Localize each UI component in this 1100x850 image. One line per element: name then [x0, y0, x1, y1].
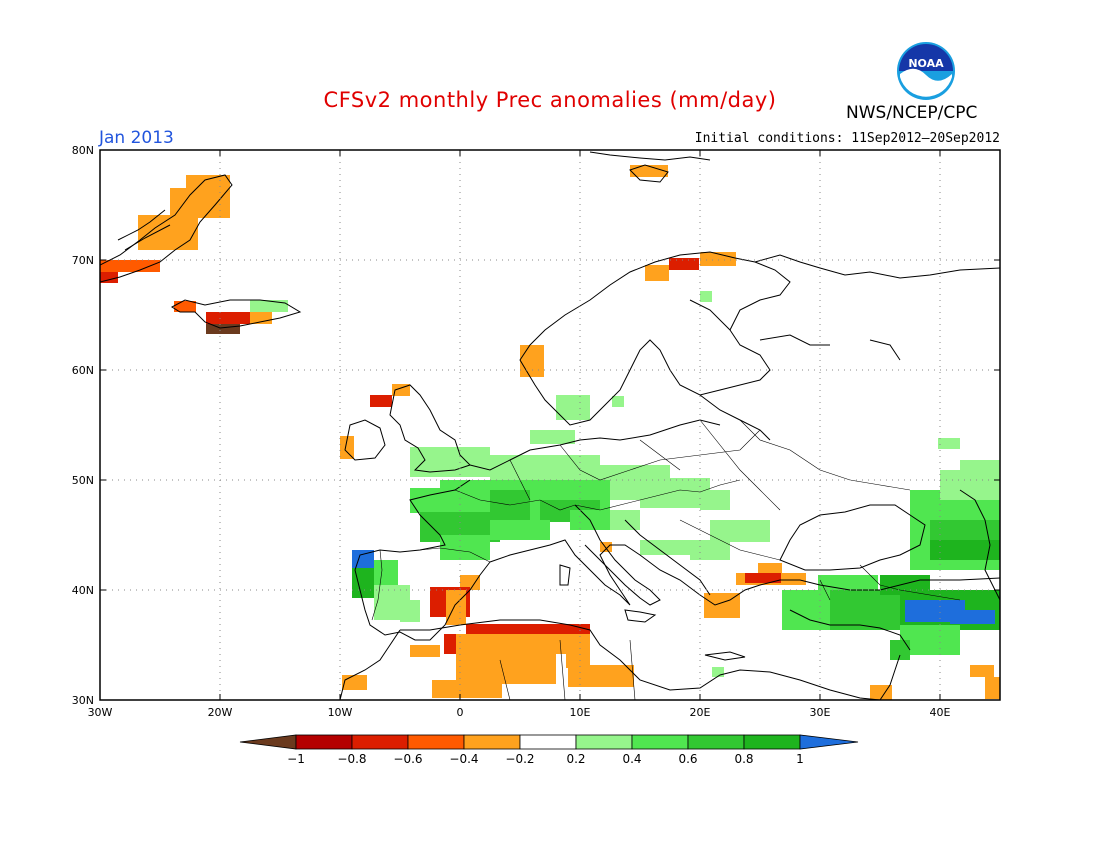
colorbar-label: −0.8	[337, 752, 366, 766]
longitude-axis: 30W 20W 10W 0 10E 20E 30E 40E	[88, 150, 951, 719]
colorbar-label: 0.6	[678, 752, 697, 766]
lat-tick-label: 50N	[72, 474, 94, 487]
colorbar-segment	[575, 734, 633, 750]
coastlines	[100, 151, 1000, 700]
chart-title: CFSv2 monthly Prec anomalies (mm/day)	[323, 88, 777, 112]
colorbar-label: −0.6	[393, 752, 422, 766]
lon-tick-label: 20E	[690, 706, 711, 719]
colorbar-segment	[743, 734, 801, 750]
colorbar-label: 0.2	[566, 752, 585, 766]
initial-conditions: Initial conditions: 11Sep2012–20Sep2012	[694, 131, 1000, 146]
colorbar-segment	[687, 734, 745, 750]
lat-tick-label: 30N	[72, 694, 94, 707]
colorbar-segment	[351, 734, 409, 750]
colorbar-segment	[463, 734, 521, 750]
anomaly-cells	[100, 165, 1000, 700]
lat-tick-label: 80N	[72, 144, 94, 157]
map-frame	[99, 149, 1001, 701]
colorbar: −1 −0.8 −0.6 −0.4 −0.2 0.2 0.4 0.6 0.8 1	[239, 734, 859, 766]
lon-tick-label: 30W	[88, 706, 113, 719]
agency-label: NWS/NCEP/CPC	[846, 103, 978, 123]
colorbar-segment	[631, 734, 689, 750]
logo-text: NOAA	[908, 57, 944, 70]
colorbar-label: 0.4	[622, 752, 641, 766]
colorbar-label: −1	[287, 752, 305, 766]
lat-tick-label: 70N	[72, 254, 94, 267]
lon-tick-label: 10W	[328, 706, 353, 719]
lon-tick-label: 40E	[930, 706, 951, 719]
lon-tick-label: 0	[457, 706, 464, 719]
colorbar-segment	[295, 734, 353, 750]
colorbar-label: 0.8	[734, 752, 753, 766]
graticule	[100, 150, 1000, 700]
latitude-axis: 80N 70N 60N 50N 40N 30N	[72, 144, 1000, 707]
colorbar-over-arrow	[799, 734, 859, 750]
lon-tick-label: 30E	[810, 706, 831, 719]
colorbar-label: −0.2	[505, 752, 534, 766]
colorbar-segment	[519, 734, 577, 750]
noaa-logo: NOAA	[897, 42, 955, 100]
colorbar-label: 1	[796, 752, 804, 766]
colorbar-under-arrow	[239, 734, 297, 750]
lon-tick-label: 20W	[208, 706, 233, 719]
forecast-month: Jan 2013	[99, 128, 174, 148]
colorbar-segment	[407, 734, 465, 750]
lat-tick-label: 40N	[72, 584, 94, 597]
lat-tick-label: 60N	[72, 364, 94, 377]
colorbar-label: −0.4	[449, 752, 478, 766]
lon-tick-label: 10E	[570, 706, 591, 719]
country-borders	[371, 419, 961, 700]
